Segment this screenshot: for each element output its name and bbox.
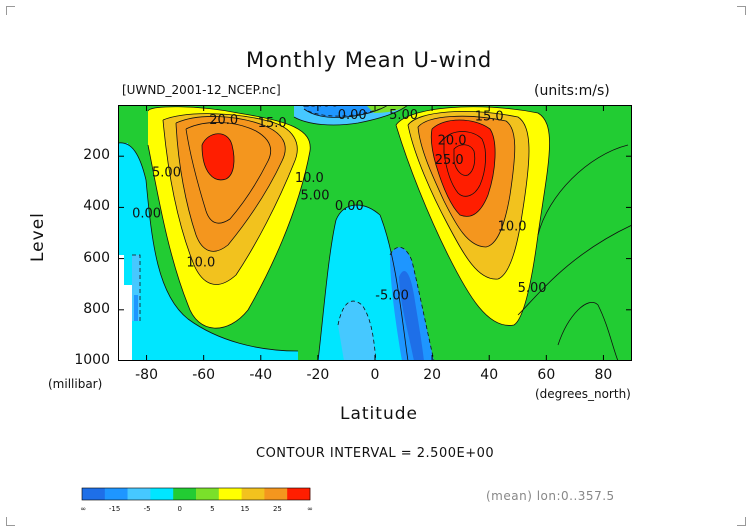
colorbar-label: -5 [144,505,151,513]
colorbar-label: 5 [210,505,214,513]
colorbar-swatch [218,488,242,500]
region-north-jet-core [431,120,496,217]
contour-line [317,204,409,361]
contour-line [293,105,409,126]
region-missing [118,255,132,361]
contour-label: 20.0 [438,134,467,149]
contour-label: 5.00 [518,281,547,296]
contour-label: 5.00 [152,166,181,181]
contour-line [407,111,530,280]
region-south-calm [118,142,298,361]
y-axis-units-label: (millibar) [48,377,103,391]
contour-line [557,302,619,361]
y-tick-label: 600 [83,249,110,266]
contour-line-negative [132,254,141,321]
colorbar-swatch [287,488,311,500]
contour-line [417,115,516,248]
colorbar-swatch [104,488,128,500]
x-tick-label: -20 [306,367,330,383]
contour-line [147,106,311,329]
x-tick-label: 20 [423,367,442,383]
contour-interval-note: CONTOUR INTERVAL = 2.500E+00 [256,446,495,461]
colorbar-swatch [127,488,151,500]
colorbar-label: 0 [177,505,181,513]
corner-mark-top-right [737,6,746,15]
colorbar-label: ∞ [307,505,313,513]
contour-label: 10.0 [295,171,324,186]
contour-label: 20.0 [209,113,238,128]
region-pole-core [134,295,138,321]
corner-mark-bottom-left [6,517,15,526]
colorbar-label: 15 [240,505,249,513]
region-south-jet-core [202,133,234,180]
y-tick-label: 200 [83,147,110,164]
contour-plot: -15.000.005.0010.015.020.015.020.025.010… [118,105,632,361]
colorbar-swatch [150,488,174,500]
colorbar-swatch [173,488,197,500]
x-tick-label: 40 [480,367,499,383]
colorbar-frame [81,487,311,501]
contour-label: 15.0 [475,109,504,124]
x-tick-label: 60 [537,367,556,383]
x-tick-label: 80 [594,367,613,383]
filled-contours [118,105,632,361]
colorbar-label: 25 [273,505,282,513]
colorbar-label: -15 [109,505,120,513]
units-label: (units:m/s) [534,83,610,99]
contour-label: 15.0 [258,116,287,131]
contour-lines [118,105,632,361]
contour-label: 5.00 [301,189,330,204]
contour-line [537,144,629,236]
color-legend: -∞ -15 -5 0 5 15 25 ∞ [80,487,313,513]
y-axis-label: Level [28,212,48,262]
contour-line-negative [307,108,381,117]
contour-label: 10.0 [498,219,527,234]
x-tick-label: -80 [135,367,158,383]
contour-label: 5.00 [389,108,418,123]
contour-line-negative [389,247,435,361]
contour-label: 25.0 [435,153,464,168]
region-equator-weak [338,301,376,361]
y-tick-label: 400 [83,198,110,215]
corner-mark-bottom-right [737,517,746,526]
x-tick-label: -60 [192,367,216,383]
contour-label: 10.0 [186,255,215,270]
x-axis-label: Latitude [340,404,418,424]
contour-line [443,131,486,197]
contour-line [430,119,496,217]
region-easterly-max [399,271,424,361]
contour-line [201,133,235,181]
contour-line [175,116,286,252]
contour-label: 0.00 [335,199,364,214]
chart-title: Monthly Mean U-wind [246,48,493,72]
contour-line [118,142,299,352]
contour-label: 10.0 [446,105,475,109]
corner-mark-top-left [6,6,15,15]
contour-line [162,113,298,285]
contour-label: -5.00 [375,289,409,304]
y-tick-label: 800 [83,300,110,317]
contour-labels: -15.000.005.0010.015.020.015.020.025.010… [132,105,546,304]
colorbar-swatch [264,488,288,500]
contour-line [453,144,476,176]
colorbar-swatch [82,488,106,500]
x-tick-label: 0 [370,367,380,383]
y-tick-label: 1000 [74,352,110,368]
file-label: [UWND_2001-12_NCEP.nc] [122,83,281,97]
colorbar-label: -∞ [80,505,86,513]
contour-label: 0.00 [132,207,161,222]
contour-line [185,122,272,224]
contour-line [517,224,632,316]
contour-label: 0.00 [338,108,367,123]
region-strat-weak [366,105,408,113]
x-axis-units-label: (degrees_north) [535,387,631,401]
axis-ticks [118,105,632,361]
colorbar-swatch [196,488,220,500]
region-strat-easterly-inner [304,105,388,118]
contour-line-negative [337,300,377,361]
mean-note: (mean) lon:0..357.5 [486,489,615,503]
contour-line [395,106,550,326]
colorbar-swatch [241,488,265,500]
x-tick-label: -40 [249,367,273,383]
